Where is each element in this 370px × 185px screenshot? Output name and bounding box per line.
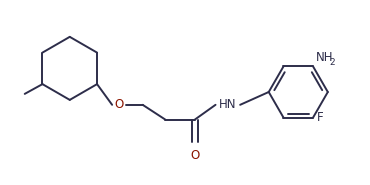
Text: O: O: [114, 98, 124, 111]
Text: O: O: [190, 149, 199, 162]
Text: F: F: [317, 111, 324, 124]
Text: HN: HN: [219, 98, 236, 111]
Text: 2: 2: [330, 58, 336, 67]
Text: NH: NH: [316, 51, 333, 64]
